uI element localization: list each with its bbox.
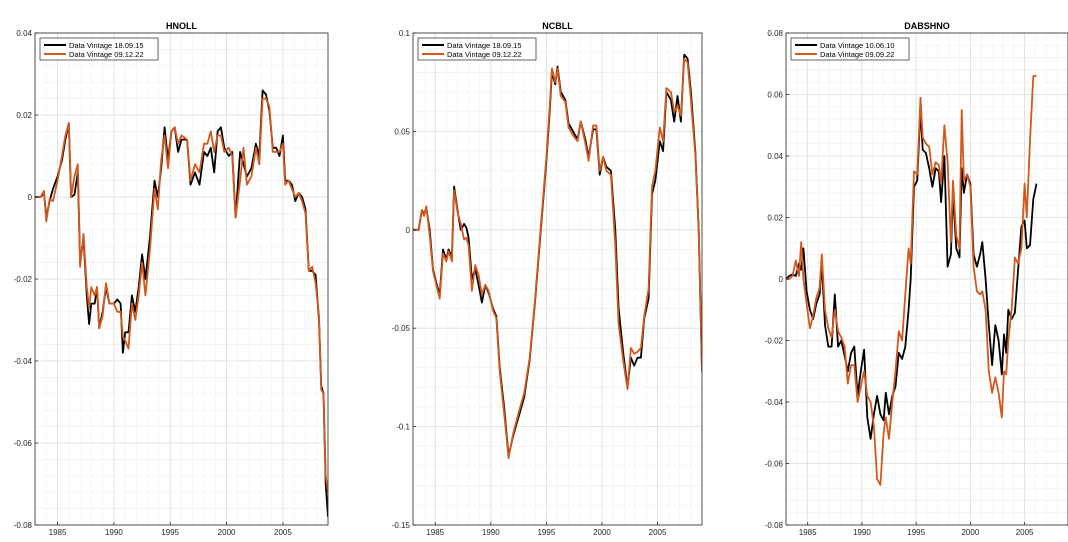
y-tick-label: -0.02 — [14, 275, 33, 284]
chart-panel-2: 1985 1990 1995 2000 2005 -0.15 -0.1 -0.05 0 0.05 0… — [392, 21, 703, 537]
y-tick-label: 0.1 — [399, 29, 411, 38]
y-tick-label: 0.05 — [394, 127, 410, 136]
chart-title: HNOLL — [166, 21, 197, 31]
y-tick-label: 0.04 — [767, 152, 783, 161]
x-tick-label: 1985 — [49, 528, 67, 537]
x-tick-label: 1985 — [799, 528, 817, 537]
y-tick-label: -0.08 — [14, 521, 33, 530]
y-tick-label: 0 — [28, 193, 33, 202]
legend-label: Data Vintage 09.12.22 — [447, 50, 522, 59]
y-tick-label: -0.15 — [392, 521, 411, 530]
y-tick-label: 0.04 — [16, 29, 32, 38]
y-tick-label: -0.05 — [392, 324, 411, 333]
x-tick-label: 2005 — [274, 528, 292, 537]
legend-label: Data Vintage 09.09.22 — [820, 50, 895, 59]
series-line-2 — [35, 97, 328, 493]
x-tick-label: 1985 — [426, 528, 444, 537]
y-tick-label: 0.06 — [767, 91, 783, 100]
y-tick-label: 0.02 — [767, 214, 783, 223]
legend-box — [417, 37, 537, 61]
legend-box — [39, 37, 159, 61]
legend-label: Data Vintage 18.09.15 — [69, 41, 144, 50]
x-tick-label: 1990 — [482, 528, 500, 537]
x-tick-label: 1990 — [853, 528, 871, 537]
chart-panel-1: 1985 1990 1995 2000 2005 -0.08 -0.06 -0.04 -0.02… — [14, 21, 329, 537]
x-tick-label: 2000 — [218, 528, 236, 537]
y-tick-label: -0.04 — [765, 398, 784, 407]
legend-box — [790, 37, 910, 61]
chart-panel-3: 1985 1990 1995 2000 2005 -0.08 -0.06 -0.04 -0.02… — [765, 21, 1068, 537]
axes-box — [412, 32, 703, 526]
y-tick-label: -0.06 — [14, 439, 33, 448]
y-tick-label: -0.08 — [765, 521, 784, 530]
y-tick-label: 0.02 — [16, 111, 32, 120]
y-tick-label: -0.04 — [14, 357, 33, 366]
x-tick-label: 2000 — [593, 528, 611, 537]
x-tick-label: 1995 — [537, 528, 555, 537]
x-tick-label: 1995 — [161, 528, 179, 537]
legend-label: Data Vintage 10.06.10 — [820, 41, 895, 50]
chart-title: NCBLL — [542, 21, 573, 31]
chart-title: DABSHNO — [904, 21, 950, 31]
x-tick-label: 1990 — [105, 528, 123, 537]
x-tick-label: 1995 — [907, 528, 925, 537]
series-line-2 — [413, 57, 702, 459]
y-tick-label: 0 — [406, 226, 411, 235]
x-tick-label: 2005 — [649, 528, 667, 537]
series-line-2 — [786, 75, 1037, 486]
y-tick-label: -0.1 — [396, 423, 410, 432]
legend-label: Data Vintage 09.12.22 — [69, 50, 144, 59]
y-tick-label: 0 — [779, 275, 784, 284]
legend-label: Data Vintage 18.09.15 — [447, 41, 522, 50]
y-tick-label: -0.06 — [765, 460, 784, 469]
x-tick-label: 2005 — [1016, 528, 1034, 537]
y-tick-label: -0.02 — [765, 337, 784, 346]
y-tick-label: 0.08 — [767, 29, 783, 38]
x-tick-label: 2000 — [961, 528, 979, 537]
